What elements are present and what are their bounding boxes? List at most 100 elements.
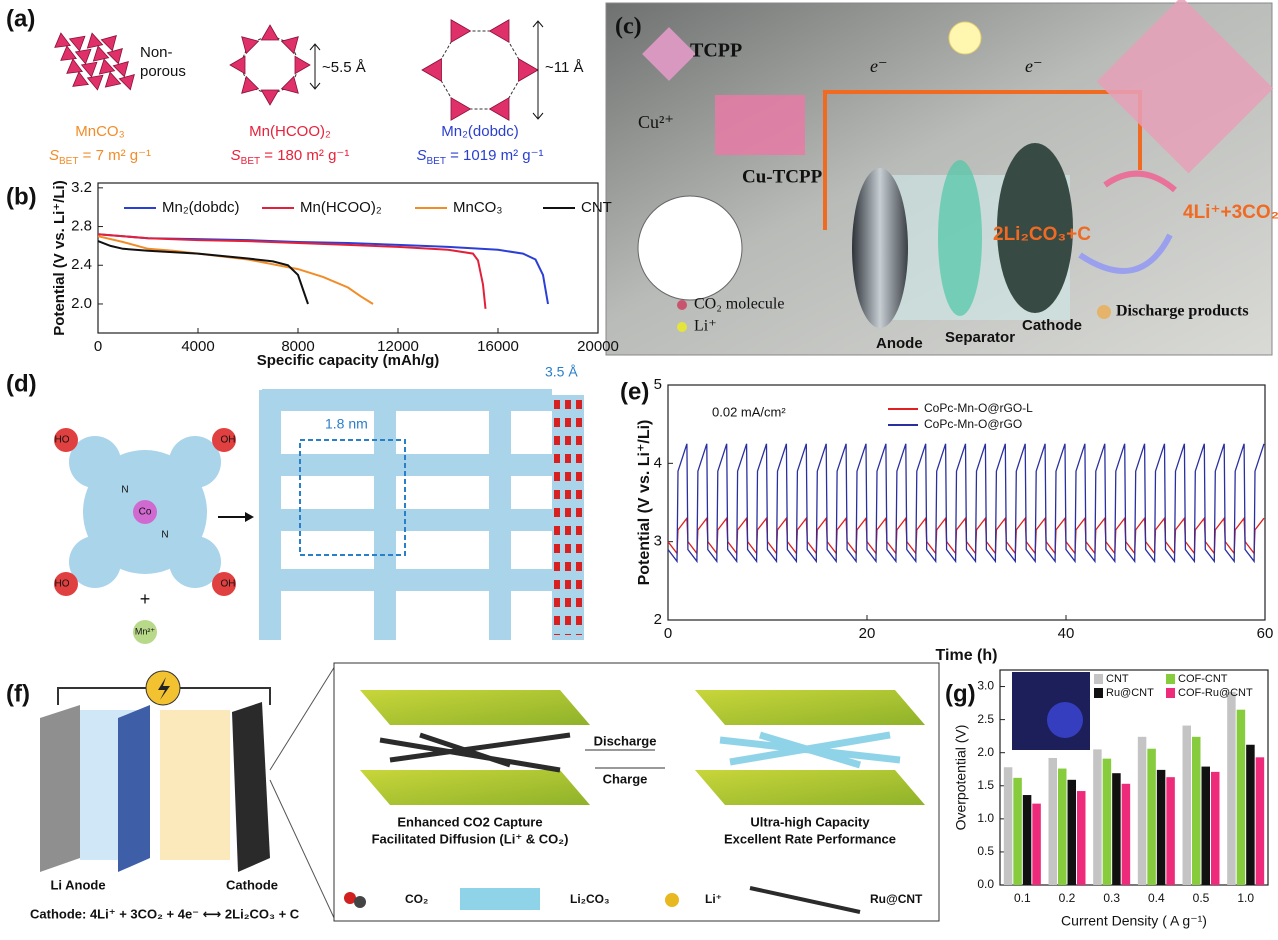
bolt <box>158 677 170 700</box>
arrowhead <box>245 512 254 522</box>
y-tick-label: 2.4 <box>71 256 92 273</box>
polyhedron <box>54 32 72 48</box>
x-tick-label: 60 <box>1257 625 1274 642</box>
polyhedron <box>280 36 299 55</box>
y-tick-label: 0.5 <box>977 844 994 858</box>
bar <box>1077 791 1086 885</box>
y-tick-label: 4 <box>654 454 662 471</box>
bar <box>1236 709 1246 885</box>
framework-icon <box>715 95 805 155</box>
x-tick-label: 12000 <box>377 338 419 355</box>
bar <box>1211 771 1220 885</box>
x-tick-label: 20000 <box>577 338 619 355</box>
legend-label: CNT <box>581 199 612 216</box>
polyhedron <box>98 58 116 75</box>
legend-marker <box>665 893 679 907</box>
panel-label: (d) <box>6 370 37 397</box>
cathode <box>232 702 270 872</box>
polyhedron <box>86 74 104 91</box>
bar <box>1013 777 1022 885</box>
polyhedron <box>106 48 123 65</box>
x-tick-label: 0 <box>94 338 102 355</box>
legend-marker <box>677 300 687 310</box>
cycle-arrow <box>1078 233 1173 274</box>
dimension-arrow <box>532 20 544 120</box>
atom-label: N <box>121 485 128 496</box>
cof-sheet <box>360 690 590 725</box>
bulb <box>948 21 982 55</box>
label: Anode <box>876 335 923 352</box>
dimension-arrow <box>309 43 321 90</box>
x-axis-label: Time (h) <box>936 647 998 664</box>
x-tick-label: 40 <box>1058 625 1075 642</box>
polyhedron <box>260 24 280 41</box>
polyhedron <box>72 71 90 87</box>
legend-swatch <box>1166 688 1175 698</box>
polyhedron <box>421 58 442 82</box>
sbet-value: = 7 m² g⁻¹ <box>78 147 151 164</box>
zoom-line <box>269 665 336 921</box>
series-line <box>97 235 374 305</box>
polyhedron <box>518 58 539 82</box>
y-tick-label: 2 <box>654 611 662 628</box>
panel-label: (e) <box>620 378 649 405</box>
legend-swatch <box>1166 674 1175 684</box>
polyhedron <box>241 36 260 55</box>
atom-label: OH <box>221 435 236 446</box>
panel-d: (d) HO OH HO OH N N Co + Mn²⁺ 1.8 nm 3.5… <box>6 364 584 644</box>
sbet-label: SBET = 7 m² g⁻¹ <box>49 147 151 167</box>
label: e⁻ <box>1025 56 1043 76</box>
electrolyte <box>160 710 230 860</box>
bar <box>1093 749 1102 885</box>
annotation: ~5.5 Å <box>322 59 366 76</box>
bar <box>1058 768 1067 885</box>
sbet-label: SBET = 1019 m² g⁻¹ <box>416 147 543 167</box>
panel-label: (c) <box>615 14 642 40</box>
x-tick-label: 0.5 <box>1193 891 1210 905</box>
label: Li Anode <box>50 877 105 892</box>
polyhedron <box>100 35 117 52</box>
sbet-subscript: BET <box>427 156 446 167</box>
ion-label: Mn²⁺ <box>135 626 155 636</box>
legend-label: Discharge products <box>1116 303 1249 320</box>
stacking-atoms <box>554 400 582 635</box>
legend-label: Li₂CO₃ <box>570 892 610 906</box>
y-tick-label: 0.0 <box>977 877 994 891</box>
legend-marker <box>344 892 356 904</box>
legend-label: Mn₂(dobdc) <box>162 199 240 216</box>
cof-sheet <box>695 770 925 805</box>
legend-label: Li⁺ <box>694 318 717 335</box>
molecule <box>69 436 121 488</box>
bar <box>1067 779 1076 885</box>
anode <box>852 168 908 328</box>
bar <box>1156 769 1166 885</box>
panel-label: (g) <box>945 680 976 707</box>
y-tick-label: 3.2 <box>71 179 92 196</box>
sbet-value: = 1019 m² g⁻¹ <box>446 147 544 164</box>
wire <box>823 90 1142 230</box>
molecule <box>169 436 221 488</box>
sbet-symbol: S <box>231 147 241 164</box>
x-tick-label: 0.3 <box>1103 891 1120 905</box>
atom-label: N <box>161 530 168 541</box>
polyhedron <box>229 55 246 75</box>
cathode <box>997 143 1073 313</box>
bar <box>1003 767 1013 885</box>
y-tick-label: 3 <box>654 533 662 550</box>
x-tick-label: 0.1 <box>1014 891 1031 905</box>
bar <box>1032 803 1041 885</box>
sbet-symbol: S <box>416 147 426 164</box>
polyhedron <box>280 75 299 94</box>
polyhedron <box>68 35 86 52</box>
arrow <box>585 749 665 769</box>
y-tick-label: 2.0 <box>977 745 994 759</box>
x-tick-label: 8000 <box>281 338 314 355</box>
label: 2Li₂CO₃+C <box>993 224 1091 245</box>
x-axis-label: Specific capacity (mAh/g) <box>257 352 440 369</box>
anode <box>40 705 80 872</box>
material-name: Mn(HCOO)₂ <box>249 123 331 140</box>
separator <box>118 705 150 872</box>
label: Cathode: 4Li⁺ + 3CO₂ + 4e⁻ ⟷ 2Li₂CO₃ + C <box>30 906 300 921</box>
atom <box>54 428 78 452</box>
sbet-label: SBET = 180 m² g⁻¹ <box>231 147 350 167</box>
